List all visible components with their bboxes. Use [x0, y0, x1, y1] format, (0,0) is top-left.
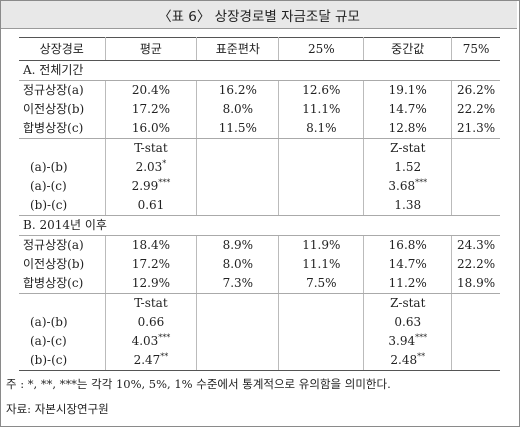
table-row: 이전상장(b) 17.2% 8.0% 11.1% 14.7% 22.2% [19, 255, 500, 274]
cell-sd: 8.0% [196, 255, 280, 274]
cell-p25: 11.1% [278, 100, 365, 119]
cell-p75: 21.3% [451, 119, 500, 139]
blank-cell [452, 294, 500, 314]
blank-cell [278, 138, 365, 158]
blank-cell [196, 138, 280, 158]
row-label: 이전상장(b) [19, 255, 106, 274]
header-route: 상장경로 [19, 37, 106, 61]
blank-cell [452, 139, 500, 159]
pair-label: (b)-(c) [19, 351, 106, 371]
cell-mean: 17.2% [105, 255, 198, 274]
cell-p25: 7.5% [278, 274, 365, 294]
header-p25: 25% [278, 37, 365, 61]
header-row: 상장경로 평균 표준편차 25% 중간값 75% [19, 37, 500, 61]
cell-p75: 22.2% [457, 102, 496, 116]
section-b-row: B. 2014년 이후 [19, 215, 500, 236]
row-label: 정규상장(a) [19, 235, 106, 255]
cell-median: 14.7% [363, 100, 453, 119]
blank-cell [19, 138, 106, 158]
blank-cell [278, 293, 365, 313]
cell-median: 12.8% [363, 119, 453, 139]
cell-p75: 18.9% [451, 274, 500, 294]
table-row: 합병상장(c) 12.9% 7.3% 7.5% 11.2% 18.9% [19, 274, 500, 294]
cell-sd: 16.2% [196, 80, 280, 100]
stat-header-row: T-stat Z-stat [19, 293, 500, 314]
cell-p25: 12.6% [278, 80, 365, 100]
z-stat-label: Z-stat [363, 138, 453, 158]
table-row: 이전상장(b) 17.2% 8.0% 11.1% 14.7% 22.2% [19, 100, 500, 119]
pair-label: (a)-(c) [19, 177, 106, 196]
t-stat-label: T-stat [105, 293, 198, 313]
t-stat-value: 2.03* [105, 158, 198, 177]
cell-p25: 8.1% [278, 119, 365, 139]
stat-row: (b)-(c) 2.47** 2.48** [19, 351, 500, 371]
row-label: 정규상장(a) [19, 80, 106, 100]
z-stat-value: 1.38 [363, 196, 453, 216]
z-stat-value: 3.94*** [363, 332, 453, 351]
header-sd: 표준편차 [196, 37, 280, 61]
cell-p25: 11.9% [278, 235, 365, 255]
cell-sd: 7.3% [196, 274, 280, 294]
cell-median: 16.8% [363, 235, 453, 255]
z-stat-value: 2.48** [363, 351, 453, 371]
cell-p75: 26.2% [457, 83, 496, 97]
cell-sd: 8.9% [196, 235, 280, 255]
stat-row: (a)-(c) 4.03*** 3.94*** [19, 332, 500, 351]
cell-median: 19.1% [363, 80, 453, 100]
z-stat-value: 1.52 [363, 158, 453, 177]
pair-label: (a)-(b) [19, 313, 106, 332]
blank-cell [196, 293, 280, 313]
cell-p75: 24.3% [457, 238, 496, 252]
row-label: 합병상장(c) [19, 274, 106, 294]
table-row: 합병상장(c) 16.0% 11.5% 8.1% 12.8% 21.3% [19, 119, 500, 139]
table-row: 정규상장(a) 18.4% 8.9% 11.9% 16.8% 24.3% [19, 235, 500, 255]
cell-median: 14.7% [363, 255, 453, 274]
row-label: 이전상장(b) [19, 100, 106, 119]
cell-sd: 11.5% [196, 119, 280, 139]
blank-cell [19, 293, 106, 313]
z-stat-label: Z-stat [363, 293, 453, 313]
t-stat-value: 4.03*** [105, 332, 198, 351]
row-label: 합병상장(c) [19, 119, 106, 139]
stat-row: (a)-(b) 0.66 0.63 [19, 313, 500, 332]
header-median: 중간값 [363, 37, 453, 61]
section-a-row: A. 전체기간 [19, 60, 500, 81]
pair-label: (a)-(c) [19, 332, 106, 351]
cell-mean: 17.2% [105, 100, 198, 119]
pair-label: (a)-(b) [19, 158, 106, 177]
cell-p75: 22.2% [457, 257, 496, 271]
footnote: 주 : *, **, ***는 각각 10%, 5%, 1% 수준에서 통계적으… [6, 377, 391, 391]
t-stat-value: 0.66 [105, 313, 198, 332]
section-b-label: B. 2014년 이후 [19, 215, 500, 236]
header-p75: 75% [451, 37, 500, 61]
t-stat-value: 0.61 [105, 196, 198, 216]
z-stat-value: 3.68*** [363, 177, 453, 196]
cell-mean: 12.9% [105, 274, 198, 294]
table-row: 정규상장(a) 20.4% 16.2% 12.6% 19.1% 26.2% [19, 80, 500, 100]
t-stat-value: 2.99*** [105, 177, 198, 196]
cell-mean: 20.4% [105, 80, 198, 100]
cell-mean: 16.0% [105, 119, 198, 139]
cell-sd: 8.0% [196, 100, 280, 119]
stat-row: (a)-(c) 2.99*** 3.68*** [19, 177, 500, 196]
source-note: 자료: 자본시장연구원 [6, 402, 109, 416]
pair-label: (b)-(c) [19, 196, 106, 216]
t-stat-value: 2.47** [105, 351, 198, 371]
cell-p25: 11.1% [278, 255, 365, 274]
data-table: 상장경로 평균 표준편차 25% 중간값 75% A. 전체기간 정규상장(a)… [19, 37, 500, 371]
cell-median: 11.2% [363, 274, 453, 294]
t-stat-label: T-stat [105, 138, 198, 158]
table-title: 〈표 6〉 상장경로별 자금조달 규모 [1, 1, 517, 29]
stat-row: (a)-(b) 2.03* 1.52 [19, 158, 500, 177]
section-a-label: A. 전체기간 [19, 60, 500, 81]
stat-header-row: T-stat Z-stat [19, 138, 500, 159]
header-mean: 평균 [105, 37, 198, 61]
z-stat-value: 0.63 [363, 313, 453, 332]
stat-row: (b)-(c) 0.61 1.38 [19, 196, 500, 216]
cell-mean: 18.4% [105, 235, 198, 255]
